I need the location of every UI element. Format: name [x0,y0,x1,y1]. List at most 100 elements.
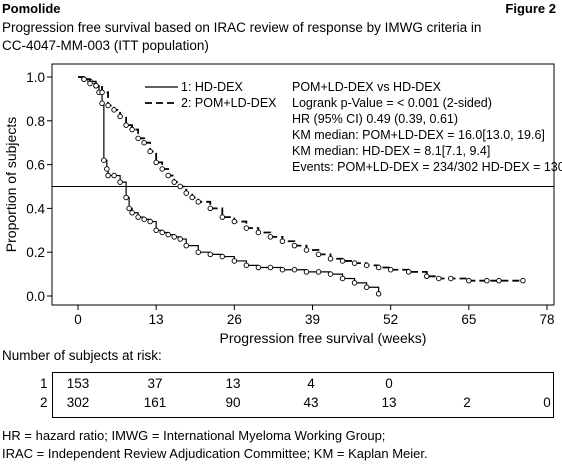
subtitle-line-1: Progression free survival based on IRAC … [2,20,482,35]
hd-dex-censor-mark [315,269,322,275]
pom-ld-dex-censor-mark [135,135,141,142]
x-tick-label: 13 [149,312,164,327]
risk-cell: 153 [66,376,90,391]
pom-ld-dex-censor-mark [520,277,526,284]
pom-ld-dex-censor-mark [279,238,286,244]
y-tick-label: 0.8 [26,114,45,129]
subtitle-line-2: CC-4047-MM-003 (ITT population) [2,38,209,53]
pom-ld-dex-censor-mark [117,113,123,120]
hd-dex-censor-mark [375,291,382,297]
risk-cell: 302 [66,395,90,410]
stats-line-5: KM median: HD-DEX = 8.1[7.1, 9.4] [292,144,490,158]
pom-ld-dex-censor-mark [141,139,147,146]
hd-dex-censor-mark [195,249,202,255]
hd-dex-censor-mark [117,179,123,185]
risk-cell: 13 [381,395,397,410]
y-axis-label: Proportion of subjects [3,117,19,252]
pom-ld-dex-censor-mark [423,273,430,280]
header-drug-name: Pomolide [2,1,61,16]
pom-ld-dex-censor-mark [159,166,165,172]
hd-dex-censor-mark [351,280,358,286]
hd-dex-censor-mark [171,234,177,240]
pom-ld-dex-censor-mark [165,172,171,179]
stats-line-2: Logrank p-Value = < 0.001 (2-sided) [292,96,492,110]
x-tick-label: 78 [539,312,554,327]
pom-ld-dex-censor-mark [315,251,322,258]
risk-cell: 37 [147,376,163,391]
pom-ld-dex-censor-mark [81,76,87,82]
pom-ld-dex-censor-mark [255,229,262,236]
hd-dex-censor-mark [303,269,310,275]
risk-cell: 0 [385,376,393,391]
hd-dex-censor-mark [147,218,153,225]
pom-ld-dex-censor-mark [448,275,454,282]
pom-ld-dex-censor-mark [99,89,105,96]
pom-ld-dex-censor-mark [466,277,472,284]
pom-ld-dex-censor-mark [231,218,238,225]
hd-dex-censor-mark [123,194,129,201]
pom-ld-dex-censor-mark [189,194,195,201]
hd-dex-censor-mark [267,264,274,271]
header-figure-number: Figure 2 [505,1,556,16]
hd-dex-censor-mark [183,242,189,249]
x-tick-label: 39 [305,312,320,327]
pom-ld-dex-censor-mark [243,225,250,231]
hd-dex-censor-mark [105,172,111,179]
y-tick-label: 0.6 [26,158,45,173]
figure-subtitle: Progression free survival based on IRAC … [2,19,542,55]
legend-label-1: 1: HD-DEX [181,80,243,94]
hd-dex-censor-mark [255,264,262,271]
hd-dex-censor-mark [327,271,334,277]
hd-dex-censor-mark [129,210,135,216]
risk-cell: 43 [303,395,319,410]
risk-cell: 90 [225,395,241,410]
pom-ld-dex-censor-mark [303,247,310,253]
risk-row-label: 1 [40,376,48,391]
x-tick-label: 26 [227,312,242,327]
hd-dex-censor-mark [104,166,110,172]
pom-ld-dex-censor-mark [387,266,394,273]
pom-ld-dex-censor-mark [484,277,490,284]
pom-ld-dex-censor-mark [291,242,298,249]
hd-dex-censor-mark [135,214,141,220]
pom-ld-dex-censor-mark [153,159,159,166]
hd-dex-censor-mark [159,229,165,236]
hd-dex-censor-mark [165,231,171,238]
footnote-line-1: HR = hazard ratio; IMWG = International … [2,428,386,443]
y-tick-label: 0.2 [26,245,45,260]
hd-dex-censor-mark [207,251,214,258]
y-tick-label: 0.4 [26,201,45,216]
pom-ld-dex-censor-mark [93,83,99,89]
km-chart: 0 13 26 39 52 65 78 0.0 0.2 0.4 0.6 0.8 1.0 Progressi… [3,63,562,346]
hd-dex-censor-mark [219,253,226,260]
pom-ld-dex-censor-mark [177,183,183,190]
footnote-line-2: IRAC = Independent Review Adjudication C… [2,446,428,461]
x-axis-label: Progression free survival (weeks) [220,330,427,346]
hd-dex-censor-mark [339,275,346,282]
stats-line-1: POM+LD-DEX vs HD-DEX [292,80,442,94]
pom-ld-dex-censor-mark [183,190,189,196]
pom-ld-dex-censor-mark [363,262,370,269]
pom-ld-dex-censor-mark [496,277,502,284]
pom-ld-dex-censor-mark [375,264,382,271]
y-tick-label: 1.0 [26,70,45,85]
pom-ld-dex-censor-mark [219,214,226,220]
hd-dex-censor-mark [243,262,250,269]
hd-dex-censor-mark [279,266,286,273]
pom-ld-dex-censor-mark [351,260,358,266]
stats-line-6: Events: POM+LD-DEX = 234/302 HD-DEX = 13… [292,160,562,174]
stats-line-3: HR (95% CI) 0.49 (0.39, 0.61) [292,112,458,126]
pom-ld-dex-censor-mark [87,80,93,87]
pom-ld-dex-censor-mark [327,256,334,262]
legend-label-2: 2: POM+LD-DEX [181,96,277,110]
risk-cell: 13 [225,376,241,391]
pom-ld-dex-censor-mark [436,275,442,282]
risk-cell: 4 [307,376,315,391]
pom-ld-dex-censor-mark [129,126,135,133]
pom-ld-dex-censor-mark [267,234,274,240]
hd-dex-censor-mark [126,205,132,212]
hd-dex-censor-mark [153,227,159,234]
hd-dex-censor-mark [363,284,370,290]
risk-table-title: Number of subjects at risk: [2,348,162,363]
risk-cell: 2 [463,395,471,410]
